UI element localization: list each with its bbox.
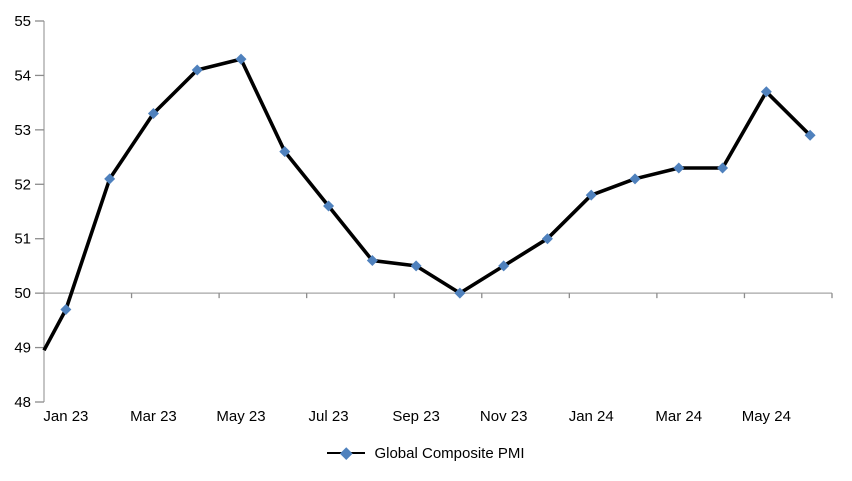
x-axis-tick-label: Jan 23	[43, 408, 88, 425]
data-point-marker	[629, 173, 641, 185]
x-axis-tick-label: Jan 24	[569, 408, 614, 425]
data-point-marker	[673, 162, 685, 174]
data-point-marker	[235, 53, 247, 65]
legend-diamond-icon	[340, 447, 353, 460]
data-point-marker	[454, 287, 466, 299]
y-axis-tick-label: 52	[14, 176, 31, 193]
y-axis-tick-label: 55	[14, 13, 31, 30]
x-axis-tick-label: Sep 23	[392, 408, 440, 425]
series-line-global-composite-pmi	[42, 57, 812, 352]
data-point-marker	[717, 162, 729, 174]
x-axis-tick-label: Jul 23	[309, 408, 349, 425]
data-point-marker	[279, 146, 291, 158]
data-point-marker	[410, 260, 422, 272]
x-axis-tick-label: Mar 24	[655, 408, 702, 425]
y-axis-tick-label: 53	[14, 122, 31, 139]
legend-series-sample	[327, 447, 366, 460]
y-axis-tick-label: 54	[14, 67, 31, 84]
legend-label: Global Composite PMI	[374, 444, 525, 462]
y-axis-tick-label: 50	[14, 285, 31, 302]
data-point-marker	[541, 233, 553, 245]
data-point-marker	[804, 129, 816, 141]
x-axis-tick-label: May 24	[742, 408, 791, 425]
y-axis-tick-label: 51	[14, 231, 31, 248]
pmi-line-chart-plot-area: 48 49 50 51 52 53 54 55 Jan 23 Mar 23 May 23 Jul 23…	[14, 13, 833, 425]
data-point-marker	[366, 254, 378, 266]
data-point-marker	[760, 86, 772, 98]
chart-legend: Global Composite PMI	[0, 442, 852, 464]
x-axis-tick-label: May 23	[216, 408, 265, 425]
data-point-marker	[498, 260, 510, 272]
x-axis-tick-label: Nov 23	[480, 408, 528, 425]
y-axis-tick-label: 49	[14, 340, 31, 357]
x-axis-tick-label: Mar 23	[130, 408, 177, 425]
data-point-marker	[323, 200, 335, 212]
y-axis-tick-label: 48	[14, 394, 31, 411]
data-point-marker	[147, 108, 159, 120]
data-point-marker	[585, 189, 597, 201]
data-point-marker	[191, 64, 203, 76]
data-point-marker	[104, 173, 116, 185]
data-point-marker	[60, 303, 72, 315]
